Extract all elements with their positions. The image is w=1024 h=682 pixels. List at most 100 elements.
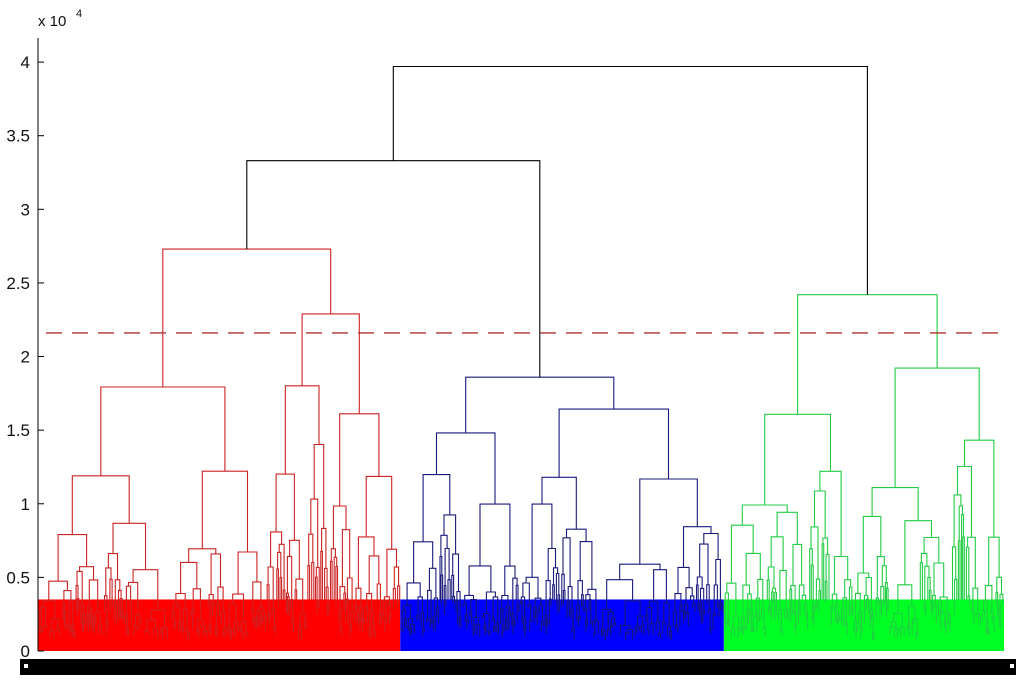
cluster-blue-leaf-mass (400, 599, 724, 651)
dendrogram-link (552, 567, 559, 585)
dendrogram-link (933, 562, 945, 598)
dendrogram-link (393, 566, 400, 589)
dendrogram-link (953, 494, 962, 547)
dendrogram-link (798, 584, 805, 602)
dendrogram-link (639, 478, 698, 565)
dendrogram-link (653, 569, 667, 603)
dendrogram-link (479, 503, 511, 567)
y-tick-label: 3.5 (6, 127, 30, 146)
dendrogram-link (310, 498, 319, 568)
dendrogram-link (294, 589, 298, 600)
y-tick-label: 3 (21, 200, 30, 219)
dendrogram-link (857, 572, 870, 594)
dendrogram-link (422, 474, 451, 542)
dendrogram-link (715, 558, 721, 603)
dendrogram-link (237, 551, 258, 595)
dendrogram-link (465, 376, 615, 433)
dendrogram-link (957, 540, 961, 600)
dendrogram-link (821, 543, 825, 600)
dendrogram-link (833, 555, 849, 595)
dendrogram-link (682, 526, 712, 568)
dendrogram-link (313, 443, 325, 529)
y-scale-exponent: 4 (76, 8, 82, 20)
cluster-blue (400, 376, 724, 651)
dendrogram-link (552, 584, 555, 601)
dendrogram-link (440, 534, 448, 557)
dendrogram-link (988, 536, 1000, 586)
dendrogram-link (301, 313, 360, 414)
dendrogram-link (531, 503, 553, 578)
dendrogram-link (107, 553, 119, 580)
dendrogram-link (330, 548, 336, 562)
dendrogram-link (428, 567, 437, 599)
y-tick-label: 4 (21, 53, 30, 72)
y-scale-label: x 10 4 (38, 8, 82, 30)
dendrogram-link (699, 543, 709, 585)
dendrogram-link (776, 511, 798, 545)
dendrogram-link (565, 528, 587, 542)
cluster-green (723, 294, 1004, 651)
cluster-red (38, 248, 401, 651)
dendrogram-link (923, 536, 940, 563)
dendrogram-link (320, 550, 323, 600)
y-tick-label: 0 (21, 642, 30, 661)
y-scale-base: x 10 (38, 13, 66, 30)
dendrogram-link (730, 524, 754, 584)
dendrogram-link (365, 475, 393, 550)
dendrogram-link (504, 565, 516, 596)
dendrogram-link (308, 533, 314, 566)
leaf-bar-marker-left (24, 664, 28, 668)
dendrogram-link (392, 65, 868, 295)
dendrogram-link (813, 490, 826, 539)
dendrogram-link (307, 565, 311, 600)
dendrogram-link (332, 505, 347, 549)
leaf-labels-bar (20, 659, 1016, 675)
dendrogram-links (38, 65, 1004, 651)
dendrogram-link (919, 562, 923, 600)
dendrogram-link (279, 577, 283, 601)
y-tick-label: 1.5 (6, 421, 30, 440)
dendrogram-link (188, 548, 217, 563)
y-axis-ticks: 0 0.5 1 1.5 2 2.5 3 3.5 4 (6, 53, 44, 661)
leaf-bar-marker-right (1010, 664, 1014, 668)
dendrogram-link (162, 248, 332, 387)
dendrogram-link (329, 560, 333, 600)
dendrogram-link (275, 473, 295, 541)
dendrogram-link (904, 520, 933, 585)
dendrogram-link (996, 576, 1003, 595)
dendrogram-link (771, 587, 777, 593)
dendrogram-link (357, 536, 375, 589)
dendrogram-link (703, 532, 719, 560)
cluster-green-leaf-mass (723, 599, 1004, 651)
dendrogram-link (339, 413, 380, 506)
dendrogram-link (447, 579, 451, 600)
y-tick-label: 2 (21, 348, 30, 367)
dendrogram-link (282, 589, 286, 601)
dendrogram-link (270, 531, 283, 567)
dendrogram-link (468, 565, 492, 596)
y-tick-label: 2.5 (6, 274, 30, 293)
dendrogram-link (71, 475, 130, 535)
dendrogram-link (547, 547, 557, 581)
dendrogram-link (435, 432, 496, 505)
dendrogram-link (100, 386, 226, 476)
dendrogram-link (965, 546, 970, 600)
dendrogram-link (558, 408, 670, 479)
dendrogram-link (201, 470, 249, 552)
dendrogram-link (797, 294, 938, 415)
dendrogram-link (792, 543, 803, 586)
dendrogram-link (741, 504, 788, 526)
dendrogram-link (677, 566, 690, 594)
dendrogram-link (963, 439, 995, 538)
dendrogram-link (871, 487, 919, 521)
dendrogram-link (541, 476, 577, 530)
dendrogram-link (894, 367, 980, 488)
y-tick-label: 1 (21, 495, 30, 514)
dendrogram-link (210, 553, 222, 595)
dendrogram-link (311, 561, 315, 600)
dendrogram-link (289, 539, 300, 580)
dendrogram-link (246, 160, 541, 378)
dendrogram-link (525, 576, 539, 599)
dendrogram-link (924, 565, 930, 605)
